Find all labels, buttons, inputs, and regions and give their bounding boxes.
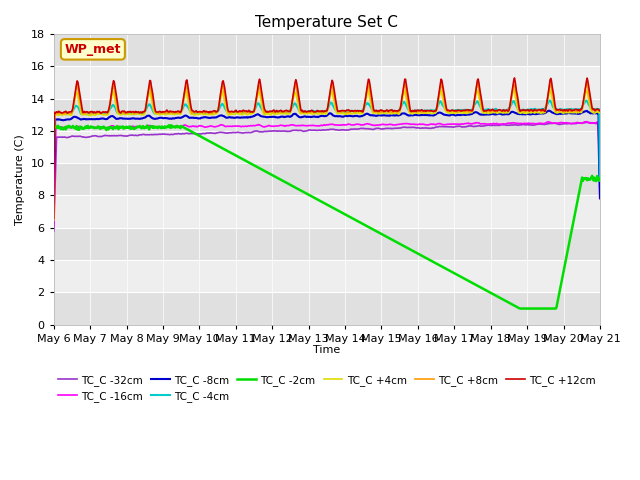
TC_C -16cm [114,124,122,130]
TC_C -32cm [262,129,270,134]
TC_C -16cm [582,119,590,124]
TC_C +8cm [383,108,391,114]
TC_C -8cm [214,114,222,120]
TC_C +4cm [510,86,518,92]
TC_C +8cm [262,109,270,115]
TC_C -32cm [583,120,591,125]
Bar [54,66,600,98]
TC_C -4cm [383,109,391,115]
TC_C -32cm [241,130,249,135]
Bar [54,260,600,292]
Line: TC_C -16cm: TC_C -16cm [54,121,600,226]
TC_C -16cm [596,187,604,192]
TC_C -4cm [241,109,249,115]
TC_C -2cm [516,306,524,312]
Bar [54,163,600,195]
TC_C +4cm [214,107,222,113]
Bar [54,228,600,260]
TC_C -2cm [114,124,122,130]
TC_C +8cm [114,107,122,112]
TC_C -4cm [582,97,590,103]
TC_C +4cm [383,110,391,116]
TC_C +12cm [383,107,391,113]
TC_C -16cm [214,123,222,129]
TC_C -2cm [384,234,392,240]
Bar [54,34,600,66]
TC_C -8cm [114,116,122,121]
TC_C +12cm [414,107,422,113]
TC_C -2cm [168,122,175,128]
TC_C -8cm [50,199,58,204]
TC_C +12cm [241,108,249,114]
TC_C -2cm [215,144,223,149]
Y-axis label: Temperature (C): Temperature (C) [15,134,25,225]
Title: Temperature Set C: Temperature Set C [255,15,398,30]
TC_C -32cm [214,130,222,136]
TC_C -8cm [383,113,391,119]
TC_C -16cm [241,123,249,129]
TC_C +12cm [214,107,222,113]
TC_C -4cm [114,110,122,116]
TC_C -32cm [114,133,122,139]
TC_C -16cm [383,122,391,128]
TC_C -2cm [242,158,250,164]
TC_C -2cm [596,176,604,181]
TC_C -4cm [50,181,58,187]
TC_C -8cm [414,112,422,118]
TC_C -32cm [50,228,58,234]
TC_C +8cm [596,108,604,113]
TC_C +8cm [50,216,58,222]
TC_C +4cm [262,111,270,117]
Bar [54,131,600,163]
TC_C -8cm [596,195,604,201]
Legend: TC_C -32cm, TC_C -16cm, TC_C -8cm, TC_C -4cm, TC_C -2cm, TC_C +4cm, TC_C +8cm, T: TC_C -32cm, TC_C -16cm, TC_C -8cm, TC_C … [54,371,600,406]
Line: TC_C -32cm: TC_C -32cm [54,122,600,231]
TC_C +4cm [414,110,422,116]
TC_C +4cm [114,111,122,117]
Line: TC_C +4cm: TC_C +4cm [54,89,600,220]
TC_C +12cm [511,75,518,81]
TC_C +8cm [241,109,249,115]
Line: TC_C -8cm: TC_C -8cm [54,111,600,202]
TC_C +4cm [50,217,58,223]
TC_C -2cm [263,169,271,175]
TC_C +12cm [114,102,122,108]
TC_C -16cm [414,121,422,127]
Line: TC_C +12cm: TC_C +12cm [54,78,600,218]
Bar [54,98,600,131]
TC_C +12cm [50,215,58,221]
Text: WP_met: WP_met [65,43,121,56]
TC_C +12cm [596,108,604,114]
TC_C +4cm [596,110,604,116]
TC_C +8cm [414,109,422,115]
TC_C +8cm [582,81,590,86]
TC_C -4cm [596,178,604,184]
TC_C -32cm [596,196,604,202]
TC_C +12cm [262,108,270,114]
TC_C -32cm [414,125,422,131]
Line: TC_C -2cm: TC_C -2cm [54,125,600,309]
Bar [54,195,600,228]
Line: TC_C +8cm: TC_C +8cm [54,84,600,219]
TC_C -8cm [241,115,249,120]
TC_C +4cm [241,110,249,116]
TC_C -8cm [545,108,552,114]
Line: TC_C -4cm: TC_C -4cm [54,100,600,184]
TC_C -32cm [383,126,391,132]
TC_C -4cm [414,108,422,114]
TC_C -2cm [415,251,422,257]
TC_C -16cm [262,123,270,129]
TC_C -16cm [50,223,58,228]
TC_C -2cm [50,124,58,130]
TC_C +8cm [214,106,222,111]
TC_C -4cm [214,108,222,114]
TC_C -4cm [262,108,270,114]
TC_C -8cm [262,114,270,120]
X-axis label: Time: Time [313,345,340,355]
Bar [54,292,600,324]
